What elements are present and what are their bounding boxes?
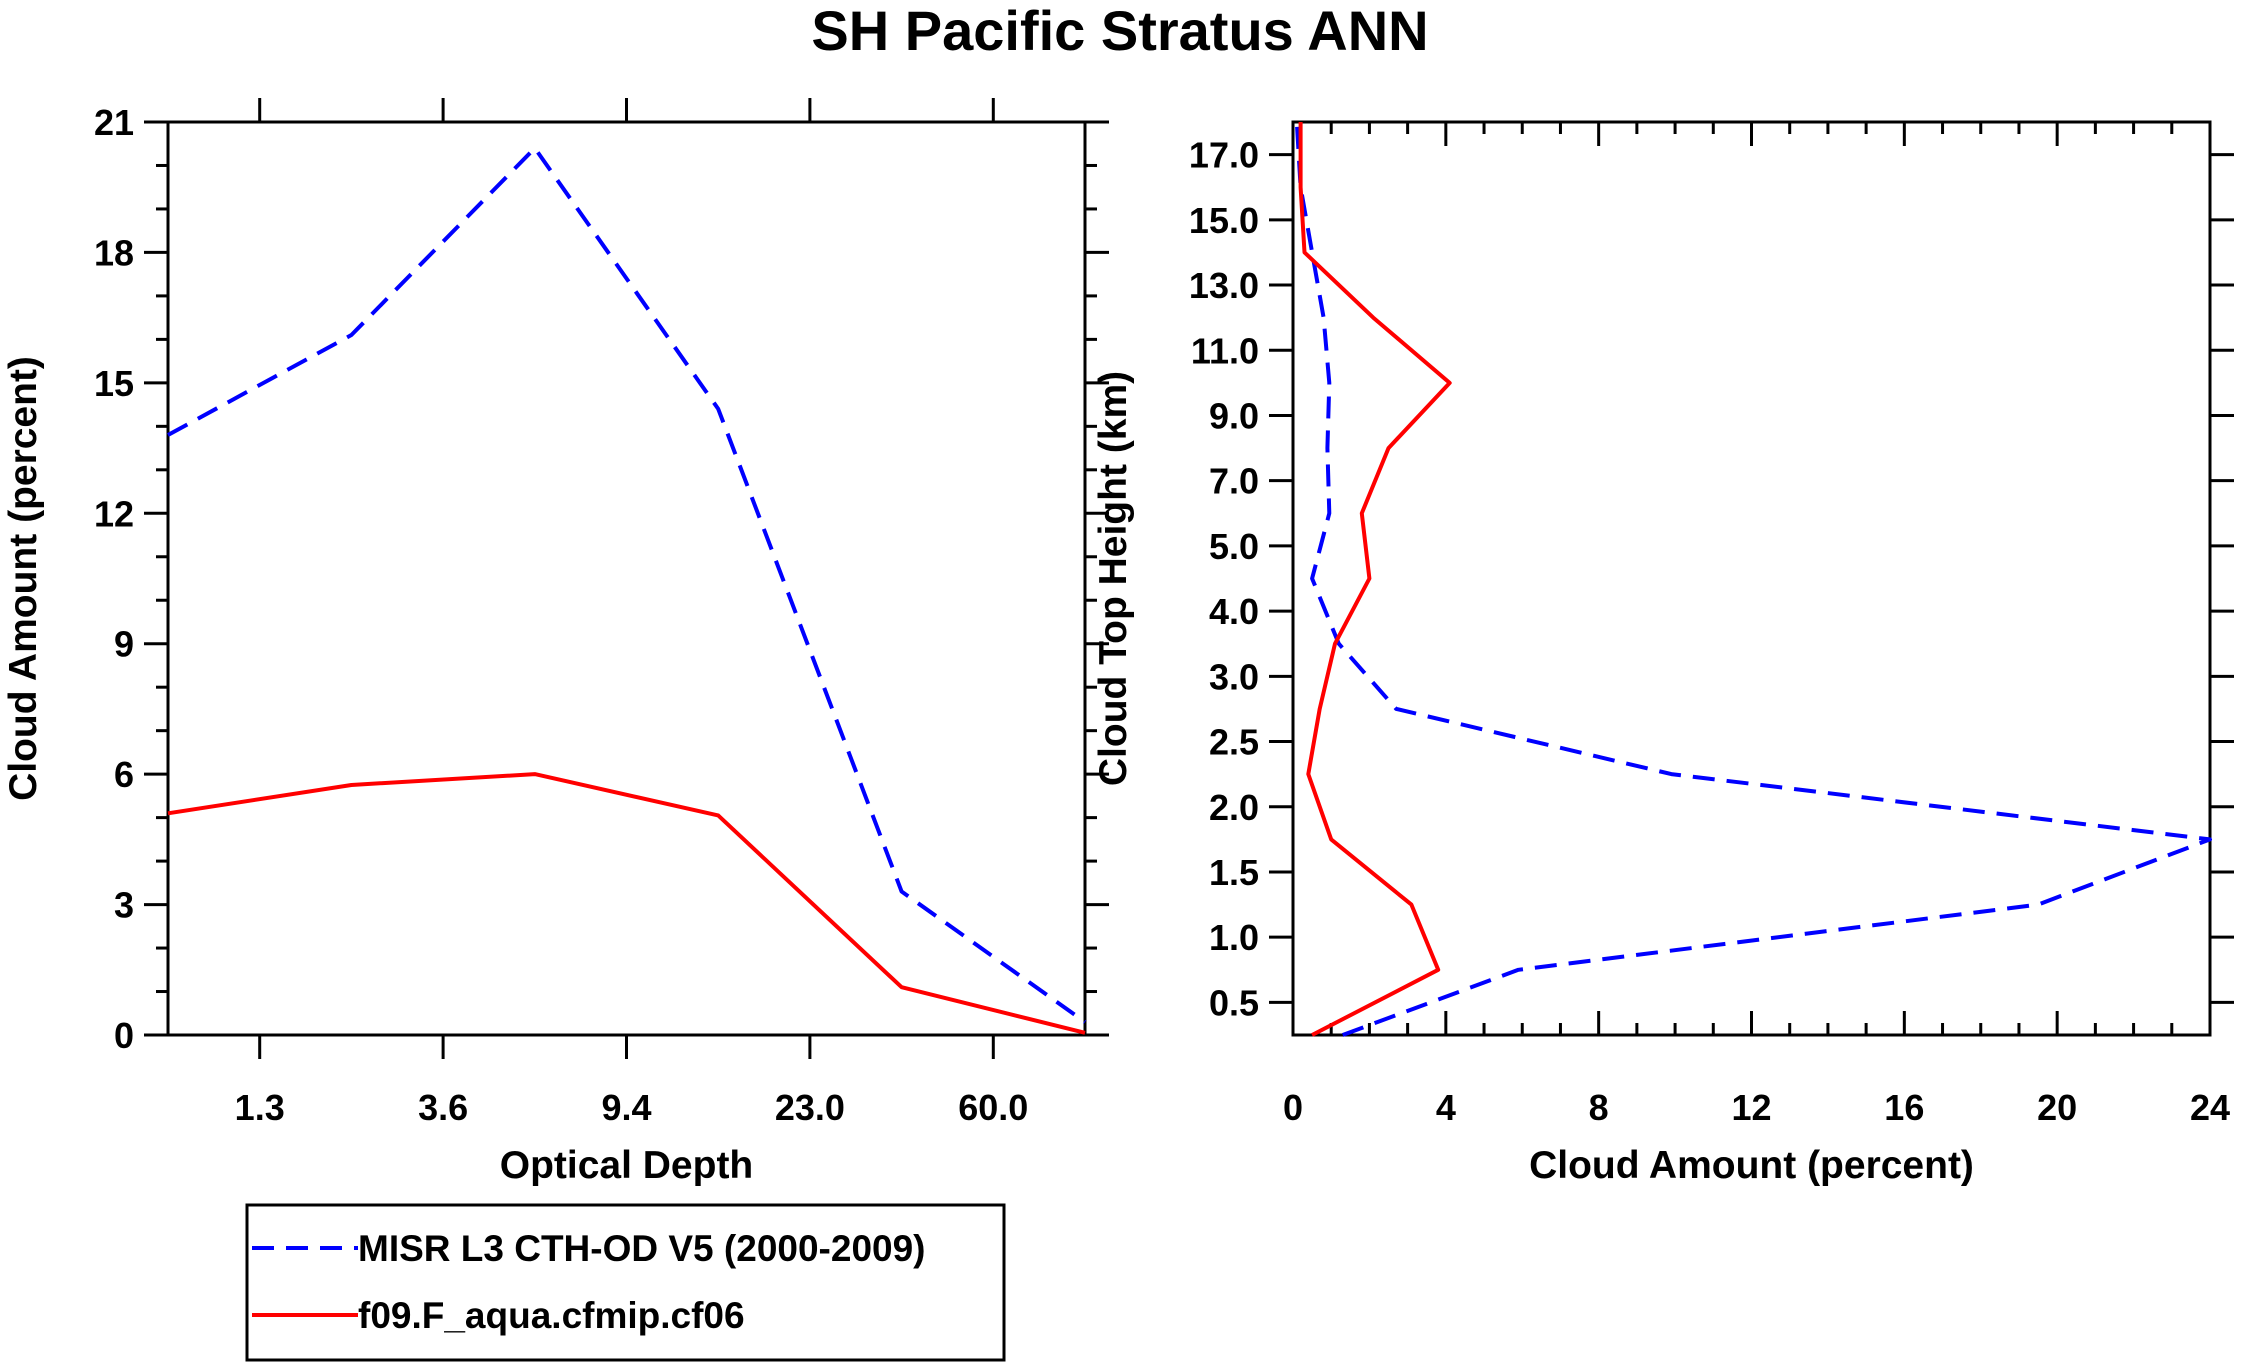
legend-box (245, 1203, 1006, 1362)
right-y-tick-label: 4.0 (1209, 591, 1259, 632)
right-x-axis-label: Cloud Amount (percent) (1529, 1144, 1974, 1187)
right-y-axis-label: Cloud Top Height (km) (1092, 371, 1135, 786)
left-x-tick-label: 60.0 (958, 1087, 1028, 1128)
left-x-tick-label: 23.0 (775, 1087, 845, 1128)
optical-depth-panel: 0 3 6 9 12 15 18 21 1.3 3.6 9.4 23.0 60.0 Optical Dep… (2, 98, 1109, 1187)
right-y-tick-label: 13.0 (1189, 265, 1259, 306)
legend-label-model: f09.F_aqua.cfmip.cf06 (358, 1295, 745, 1336)
left-y-tick-label: 9 (114, 624, 134, 665)
legend-label-misr: MISR L3 CTH-OD V5 (2000-2009) (358, 1228, 926, 1269)
right-x-tick-label: 8 (1589, 1087, 1609, 1128)
right-y-tick-label: 1.5 (1209, 852, 1259, 893)
left-y-axis-label: Cloud Amount (percent) (2, 356, 45, 801)
left-y-tick-label: 12 (94, 493, 134, 534)
right-y-tick-label: 17.0 (1189, 135, 1259, 176)
right-x-tick-label: 24 (2190, 1087, 2230, 1128)
right-y-tick-label: 1.0 (1209, 917, 1259, 958)
left-y-tick-label: 6 (114, 754, 134, 795)
right-series-line-misr (1294, 121, 2212, 1037)
left-x-tick-label: 3.6 (418, 1087, 468, 1128)
right-x-tick-label: 16 (1884, 1087, 1924, 1128)
right-x-tick-label: 4 (1436, 1087, 1456, 1128)
right-y-tick-label: 0.5 (1209, 982, 1259, 1023)
right-y-tick-label: 2.5 (1209, 722, 1259, 763)
right-y-tick-label: 3.0 (1209, 656, 1259, 697)
left-x-axis-label: Optical Depth (500, 1144, 754, 1187)
left-x-tick-label: 9.4 (601, 1087, 651, 1128)
left-y-tick-label: 15 (94, 363, 134, 404)
right-x-tick-label: 12 (1731, 1087, 1771, 1128)
left-x-tick-label: 1.3 (235, 1087, 285, 1128)
right-y-tick-label: 15.0 (1189, 200, 1259, 241)
left-y-tick-label: 18 (94, 232, 134, 273)
right-series-line-model (1298, 122, 1452, 1037)
left-y-tick-label: 21 (94, 102, 134, 143)
right-x-tick-label: 20 (2037, 1087, 2077, 1128)
cloud-top-height-panel: 0 4 8 12 16 20 24 0.5 1.0 1.5 2.0 2.5 3.0 4.0 5.0 7.0 9.… (1092, 120, 2234, 1187)
figure-title: SH Pacific Stratus ANN (811, 0, 1428, 62)
right-y-tick-label: 11.0 (1191, 330, 1259, 371)
left-y-tick-label: 3 (114, 885, 134, 926)
legend: MISR L3 CTH-OD V5 (2000-2009) f09.F_aqua… (245, 1203, 1006, 1362)
right-y-tick-label: 9.0 (1209, 395, 1259, 436)
left-y-tick-label: 0 (114, 1015, 134, 1056)
right-plot-frame (1291, 120, 2212, 1037)
right-x-tick-label: 0 (1283, 1087, 1303, 1128)
left-series-line-model (167, 772, 1086, 1035)
left-series-line-misr (167, 146, 1087, 1024)
right-y-tick-label: 5.0 (1209, 526, 1259, 567)
right-y-tick-label: 2.0 (1209, 787, 1259, 828)
right-y-tick-label: 7.0 (1209, 461, 1259, 502)
left-plot-frame (166, 120, 1087, 1037)
